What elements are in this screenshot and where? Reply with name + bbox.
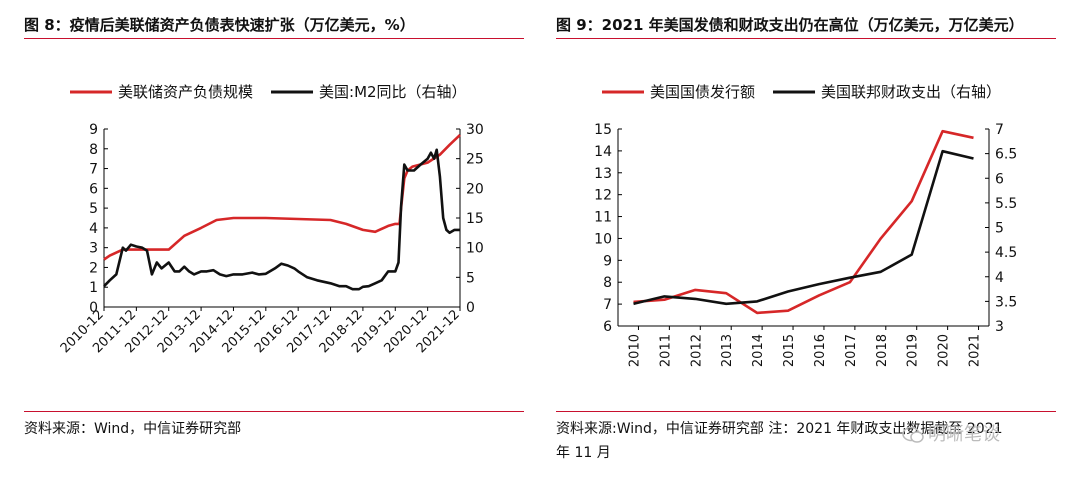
fig9-x-tick-label: 2018: [875, 334, 890, 367]
fig8-series-line-0: [103, 133, 461, 261]
figure8-chart: 01234567890510152025302010-122011-122012…: [58, 83, 484, 356]
fig9-right-tick-label: 6: [995, 171, 1004, 187]
fig9-left-tick-label: 9: [603, 253, 612, 269]
figure9-chart: 6 7 8 9 10 11 12 13 14 15 3 3.5 4 4.5 5 5.5 6 6.5 7 2010 201…: [594, 83, 1017, 367]
fig8-right-tick-label: 30: [466, 122, 484, 138]
fig9-right-tick-label: 3.5: [995, 294, 1017, 310]
figure8-title: 图 8：疫情后美联储资产负债表快速扩张（万亿美元，%）: [24, 16, 415, 34]
fig9-right-tick-label: 5: [995, 221, 1004, 237]
fig9-x-tick-label: 2015: [782, 334, 797, 367]
fig9-left-tick-label: 6: [603, 319, 612, 335]
fig9-x-tick-label: 2010: [627, 334, 642, 367]
fig9-legend-label: 美国联邦财政支出（右轴）: [821, 83, 1001, 101]
figure8-source: 资料来源：Wind，中信证券研究部: [24, 421, 242, 437]
fig8-right-tick-label: 25: [466, 152, 484, 168]
fig9-x-tick-label: 2019: [906, 334, 921, 367]
fig9-right-tick-label: 4: [995, 270, 1004, 286]
fig9-legend-label: 美国国债发行额: [650, 83, 755, 101]
fig9-x-tick-label: 2013: [720, 334, 735, 367]
fig8-series-line-1: [103, 148, 460, 291]
fig9-x-tick-label: 2020: [937, 334, 952, 367]
figure9-title: 图 9：2021 年美国发债和财政支出仍在高位（万亿美元，万亿美元）: [556, 16, 1024, 34]
fig9-right-tick-label: 5.5: [995, 196, 1017, 212]
fig9-x-tick-label: 2011: [658, 334, 673, 367]
fig8-left-tick-label: 6: [89, 181, 98, 197]
fig9-left-tick-label: 7: [603, 297, 612, 313]
fig8-legend-label: 美国:M2同比（右轴）: [319, 83, 467, 101]
fig8-left-tick-label: 2: [89, 260, 98, 276]
fig8-left-tick-label: 0: [89, 300, 98, 316]
fig8-left-tick-label: 8: [89, 142, 98, 158]
watermark-text: 明晰笔谈: [928, 424, 1000, 445]
fig9-left-tick-label: 8: [603, 275, 612, 291]
fig8-left-tick-label: 1: [89, 280, 98, 296]
fig9-left-tick-label: 10: [594, 231, 612, 247]
figure8-bottom-rule: [24, 411, 524, 412]
fig9-left-tick-label: 11: [594, 210, 612, 226]
fig9-right-tick-label: 7: [995, 122, 1004, 138]
figure9-source-line2: 年 11 月: [556, 445, 611, 461]
fig9-series-line-0: [633, 129, 974, 315]
fig9-left-tick-label: 15: [594, 122, 612, 138]
fig9-left-tick-label: 12: [594, 188, 612, 204]
watermark: 明晰笔谈: [902, 420, 1000, 446]
fig8-right-tick-label: 20: [466, 181, 484, 197]
fig9-x-tick-label: 2016: [813, 334, 828, 367]
fig9-left-tick-label: 14: [594, 144, 612, 160]
figure9-top-rule: [556, 38, 1056, 39]
fig8-left-tick-label: 7: [89, 162, 98, 178]
fig9-left-tick-label: 13: [594, 166, 612, 182]
wechat-icon: [902, 426, 924, 444]
fig8-right-tick-label: 10: [466, 241, 484, 257]
fig9-x-tick-label: 2017: [844, 334, 859, 367]
fig9-right-tick-label: 6.5: [995, 147, 1017, 163]
fig8-right-tick-label: 0: [466, 300, 475, 316]
fig9-right-tick-label: 3: [995, 319, 1004, 335]
fig8-left-tick-label: 9: [89, 122, 98, 138]
fig8-left-tick-label: 3: [89, 241, 98, 257]
fig8-left-tick-label: 4: [89, 221, 98, 237]
figure8-top-rule: [24, 38, 524, 39]
fig9-series-line-1: [633, 149, 974, 306]
fig8-right-tick-label: 15: [466, 211, 484, 227]
fig9-right-tick-label: 4.5: [995, 245, 1017, 261]
fig9-x-tick-label: 2021: [968, 334, 983, 367]
fig8-legend-label: 美联储资产负债规模: [118, 83, 253, 101]
fig8-left-tick-label: 5: [89, 201, 98, 217]
figure9-source: 资料来源:Wind，中信证券研究部 注：2021 年财政支出数据截至 2021: [556, 421, 1003, 437]
fig8-right-tick-label: 5: [466, 270, 475, 286]
figure9-bottom-rule: [556, 411, 1056, 412]
fig9-x-tick-label: 2014: [751, 334, 766, 367]
fig9-x-tick-label: 2012: [689, 334, 704, 367]
